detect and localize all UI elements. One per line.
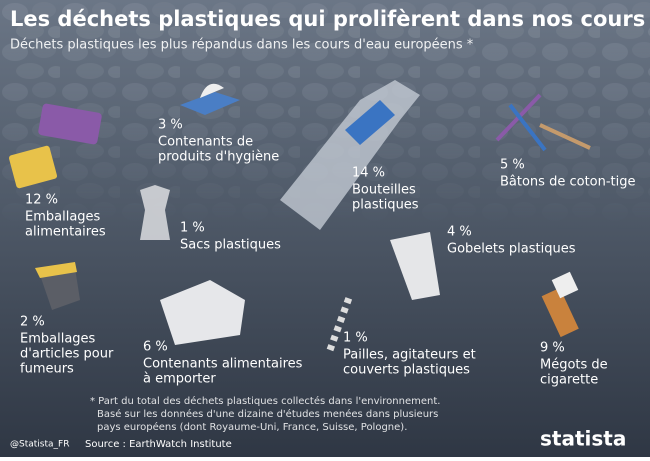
title: Les déchets plastiques qui prolifèrent d…: [10, 7, 650, 31]
item-label: Bouteilles: [352, 183, 416, 198]
item-percent: 2 %: [20, 315, 45, 330]
footnote: * Part du total des déchets plastiques c…: [90, 395, 440, 433]
item-label: Gobelets plastiques: [447, 242, 576, 257]
item-label: Bâtons de coton-tige: [500, 175, 636, 190]
item-label: produits d'hygiène: [158, 150, 279, 165]
item-percent: 4 %: [447, 225, 472, 240]
item-label: Sacs plastiques: [180, 238, 281, 253]
item-percent: 14 %: [352, 166, 385, 181]
item-label: couverts plastiques: [343, 363, 470, 378]
item-label: plastiques: [352, 198, 419, 213]
item-percent: 1 %: [180, 221, 205, 236]
item-label: Emballages: [25, 210, 101, 225]
note-line: Basé sur les données d'une dizaine d'étu…: [97, 408, 438, 420]
item-percent: 3 %: [158, 118, 183, 133]
item-label: Pailles, agitateurs et: [343, 348, 476, 363]
item-percent: 6 %: [143, 340, 168, 355]
item-label: alimentaires: [25, 225, 106, 240]
item-label: fumeurs: [20, 362, 74, 377]
item-percent: 1 %: [343, 331, 368, 346]
handle: @Statista_FR: [10, 440, 69, 450]
source: Source : EarthWatch Institute: [85, 439, 232, 450]
item-label: à emporter: [143, 372, 216, 387]
item-percent: 12 %: [25, 193, 58, 208]
item-label: d'articles pour: [20, 347, 114, 362]
item-percent: 9 %: [540, 341, 565, 356]
item-label: Emballages: [20, 332, 96, 347]
item-label: Mégots de: [540, 358, 608, 373]
item-label: Contenants alimentaires: [143, 357, 303, 372]
note-line: pays européens (dont Royaume-Uni, France…: [97, 421, 407, 433]
item-label: cigarette: [540, 373, 598, 388]
logo: statista: [540, 427, 626, 451]
note-line: * Part du total des déchets plastiques c…: [90, 395, 440, 407]
item-percent: 5 %: [500, 158, 525, 173]
item-label: Contenants de: [158, 135, 253, 150]
subtitle: Déchets plastiques les plus répandus dan…: [10, 38, 474, 53]
icons: [8, 80, 591, 352]
